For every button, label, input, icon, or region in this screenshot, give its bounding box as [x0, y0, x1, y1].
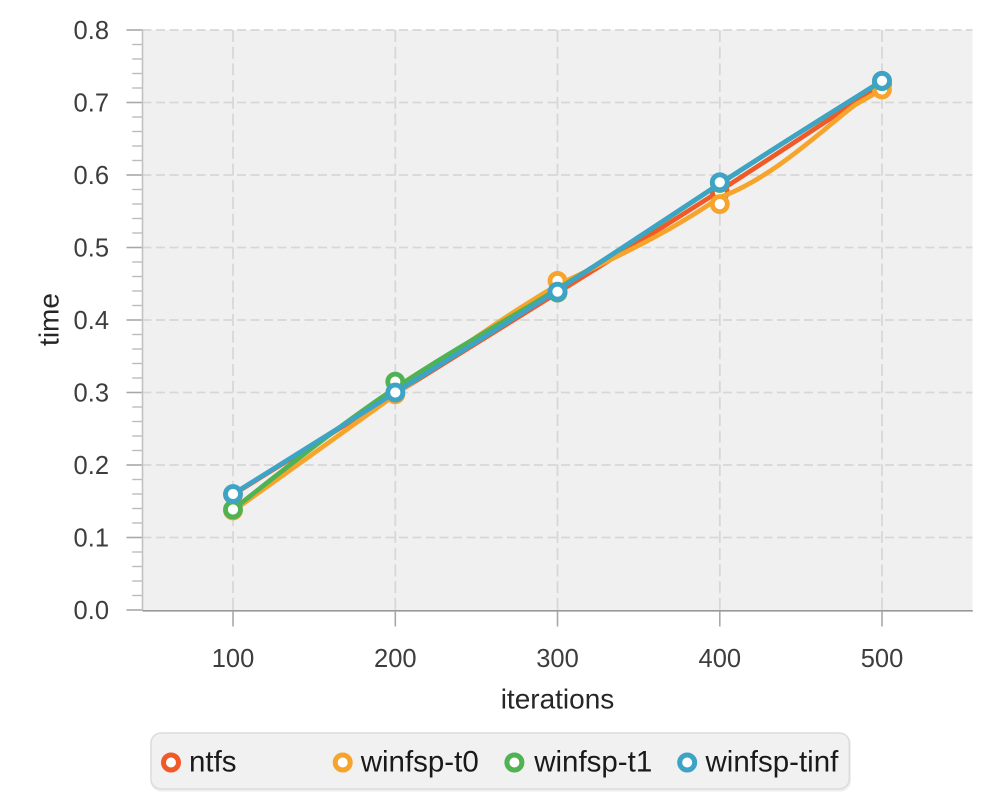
svg-text:500: 500	[861, 645, 904, 673]
svg-text:0.2: 0.2	[74, 452, 109, 480]
svg-text:400: 400	[699, 645, 742, 673]
svg-text:time: time	[34, 293, 65, 346]
svg-text:0.7: 0.7	[74, 90, 109, 118]
svg-text:0.3: 0.3	[74, 380, 109, 408]
svg-text:200: 200	[374, 645, 417, 673]
svg-text:winfsp-tinf: winfsp-tinf	[705, 746, 840, 779]
svg-text:winfsp-t1: winfsp-t1	[533, 746, 652, 779]
svg-text:winfsp-t0: winfsp-t0	[360, 746, 479, 779]
svg-text:0.4: 0.4	[74, 307, 109, 335]
svg-text:0.5: 0.5	[74, 235, 109, 263]
svg-text:iterations: iterations	[501, 684, 615, 715]
svg-text:100: 100	[212, 645, 255, 673]
svg-text:ntfs: ntfs	[189, 746, 237, 779]
svg-text:0.8: 0.8	[74, 17, 109, 45]
svg-text:300: 300	[536, 645, 579, 673]
svg-text:0.0: 0.0	[74, 597, 109, 625]
svg-text:0.6: 0.6	[74, 162, 109, 190]
svg-text:0.1: 0.1	[74, 525, 109, 553]
